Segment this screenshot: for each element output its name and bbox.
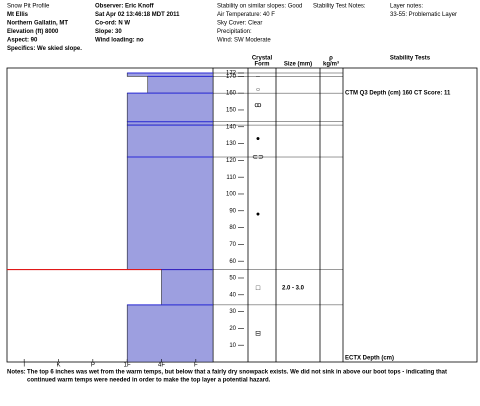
- layer: [126, 124, 214, 158]
- header-field: Layer notes:: [390, 4, 423, 10]
- header-field: Aspect: 90: [7, 38, 38, 44]
- header-field: Elevation (ft) 8000: [7, 29, 59, 35]
- notes-line: The top 6 inches was wet from the warm t…: [27, 370, 447, 376]
- y-tick-label: 160: [226, 91, 237, 97]
- frame: [6, 67, 478, 363]
- column-header: kg/m³: [323, 61, 339, 68]
- header-field: Stability Test Notes:: [313, 4, 366, 10]
- y-tick-label: 50: [229, 276, 236, 282]
- layer: [161, 269, 214, 306]
- y-tick-label: 10: [229, 343, 236, 349]
- x-tick-label: P: [91, 363, 95, 369]
- y-tick-label: 172: [226, 71, 237, 77]
- column-header: ρ: [329, 56, 333, 62]
- x-tick-label: F: [194, 363, 198, 369]
- header-field: Sat Apr 02 13:46:18 MDT 2011: [95, 12, 180, 18]
- header-field: Observer: Eric Knoff: [95, 4, 155, 10]
- header-field: Wind loading: no: [95, 38, 144, 44]
- x-tick-label: I: [23, 363, 25, 369]
- y-tick-label: 120: [226, 158, 237, 164]
- crystal-form: ○: [256, 87, 260, 94]
- x-tick-label: 1F: [124, 363, 131, 369]
- y-tick-label: 90: [229, 208, 236, 214]
- layer: [126, 92, 214, 122]
- y-tick-label: 170: [226, 74, 237, 80]
- header-field: Sky Cover: Clear: [217, 21, 262, 27]
- header-field: 33-55: Problematic Layer: [390, 12, 457, 18]
- header-field: Specifics: We skied slope.: [7, 46, 82, 52]
- header-field: Precipitation:: [217, 29, 252, 35]
- y-tick-label: 20: [229, 326, 236, 332]
- header-field: Stability on similar slopes: Good: [217, 4, 302, 10]
- header-field: Air Temperature: 40 F: [217, 12, 275, 18]
- header-field: Northern Gallatin, MT: [7, 21, 68, 27]
- crystal-form: ●: [256, 135, 260, 142]
- y-tick-label: 80: [229, 225, 236, 231]
- crystal-form: ꝏ: [254, 102, 261, 109]
- header-field: Snow Pit Profile: [7, 4, 50, 10]
- x-tick-label: K: [56, 363, 60, 369]
- header-field: Co-ord: N W: [95, 21, 130, 27]
- column-header: Crystal: [252, 56, 273, 62]
- y-tick-label: 70: [229, 242, 236, 248]
- y-tick-label: 110: [226, 175, 236, 181]
- crystal-size: 2.0 - 3.0: [282, 286, 305, 292]
- y-tick-label: 100: [226, 192, 237, 198]
- y-tick-label: 40: [229, 292, 236, 298]
- column-header: Stability Tests: [390, 56, 431, 62]
- crystal-form: ●: [256, 211, 260, 218]
- stability-test: CTM Q3 Depth (cm) 160 CT Score: 11: [345, 91, 451, 97]
- crystal-form: –: [256, 73, 260, 80]
- layer: [126, 121, 214, 126]
- column-header: Form: [255, 62, 270, 68]
- layer: [147, 76, 214, 94]
- y-tick-label: 130: [226, 141, 237, 147]
- stability-test: ECTX Depth (cm): [345, 356, 394, 362]
- x-tick-label: 4F: [158, 363, 165, 369]
- crystal-form: ⊂⊃: [252, 154, 264, 161]
- header-field: Slope: 30: [95, 29, 122, 35]
- crystal-form: ⊟: [255, 330, 261, 337]
- layer: [126, 304, 214, 363]
- column-header: Size (mm): [284, 62, 312, 68]
- notes-line: continued warm temps were needed in orde…: [27, 378, 271, 384]
- header-field: Wind: SW Moderate: [217, 38, 271, 44]
- crystal-form: □: [256, 285, 261, 292]
- y-tick-label: 60: [229, 259, 236, 265]
- y-tick-label: 30: [229, 309, 236, 315]
- layer: [126, 72, 214, 77]
- y-tick-label: 150: [226, 108, 237, 114]
- header-field: Mt Ellis: [7, 12, 29, 18]
- notes-label: Notes:: [7, 370, 26, 376]
- layer: [126, 156, 214, 270]
- y-tick-label: 140: [226, 124, 237, 130]
